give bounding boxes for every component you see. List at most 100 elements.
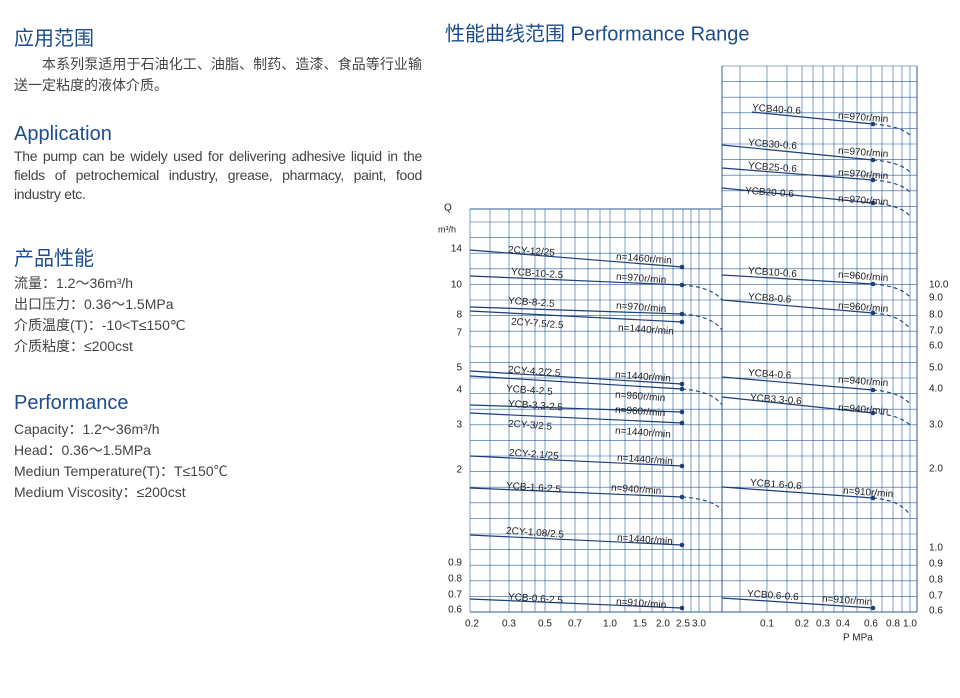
curve-label: YCB20-0.6 — [745, 186, 795, 200]
operating-point — [870, 121, 876, 127]
curve — [469, 249, 683, 268]
curve — [721, 376, 874, 391]
x-tick-label: 0.3 — [502, 619, 516, 630]
y-tick-label: 4 — [456, 385, 462, 396]
curve-speed: n=970r/min — [616, 301, 667, 315]
curve-speed: n=960r/min — [838, 301, 889, 315]
y-tick-label: 3.0 — [929, 420, 943, 431]
y-tick-label: 7 — [456, 328, 462, 339]
curve-extension — [872, 283, 911, 298]
curve — [469, 404, 683, 413]
curve — [469, 275, 683, 286]
x-tick-label: 0.2 — [795, 619, 809, 630]
curve-label: YCB-1.6-2.5 — [506, 481, 562, 496]
curve-speed: n=910r/min — [843, 486, 894, 500]
curve-speed: n=1440r/min — [618, 323, 675, 338]
curve-label: YCB4-0.6 — [748, 368, 792, 382]
curve — [721, 486, 874, 499]
curve — [469, 534, 683, 546]
y-tick-label: 6.0 — [929, 341, 943, 352]
curve-label: 2CY-2.1/25 — [509, 448, 560, 462]
curve-speed: n=960r/min — [615, 390, 666, 404]
operating-point — [679, 409, 685, 415]
list: 流量：1.2～36m³/h 出口压力：0.36～1.5MPa 介质温度(T)：-10… — [14, 273, 422, 357]
list-item: Mediun Temperature(T)：T≤150℃ — [14, 463, 228, 479]
curve-extension — [681, 284, 723, 301]
y-tick-label: 4.0 — [929, 384, 943, 395]
curve-label: 2CY-3/2.5 — [508, 419, 553, 433]
y-tick-label: 2 — [456, 465, 462, 476]
list-item: 出口压力：0.36～1.5MPa — [14, 296, 174, 312]
curve-speed: n=1440r/min — [617, 533, 674, 548]
operating-point — [870, 410, 876, 416]
x-tick-label: 1.5 — [633, 619, 647, 630]
axis-unit: m³/h — [438, 224, 456, 234]
curve-speed: n=1440r/min — [615, 370, 672, 385]
x-tick-label: 0.7 — [568, 619, 582, 630]
x-tick-label: 3.0 — [692, 619, 706, 630]
operating-point — [679, 381, 685, 387]
curve-speed: n=970r/min — [838, 168, 889, 182]
curve — [469, 487, 683, 498]
curve — [469, 375, 683, 390]
y-tick-label: 7.0 — [929, 326, 943, 337]
x-tick-label: 0.6 — [864, 619, 878, 630]
curve — [721, 144, 874, 161]
axis-label: P MPa — [843, 633, 873, 644]
y-tick-label: 0.9 — [448, 558, 462, 569]
list: Capacity：1.2～36m³/h Head：0.36～1.5MPa Mediu… — [14, 419, 422, 503]
list-item: 流量：1.2～36m³/h — [14, 275, 134, 291]
x-tick-label: 0.5 — [538, 619, 552, 630]
curve-speed: n=970r/min — [838, 146, 889, 160]
x-tick-label: 0.3 — [816, 619, 830, 630]
curve-label: YCB-10-2.5 — [511, 267, 564, 282]
curve — [469, 306, 683, 315]
curve-extension — [872, 202, 911, 217]
curve-speed: n=1440r/min — [617, 453, 674, 468]
curve — [721, 274, 874, 285]
curve-extension — [872, 497, 911, 516]
curve — [469, 310, 683, 323]
heading: Performance — [14, 392, 129, 414]
curve-speed: n=1460r/min — [616, 252, 673, 267]
curve-extension — [872, 389, 911, 405]
y-tick-label: 5 — [456, 363, 462, 374]
curve-speed: n=910r/min — [616, 597, 667, 611]
operating-point — [679, 605, 685, 611]
curve-speed: n=960r/min — [615, 405, 666, 419]
curve — [469, 412, 683, 424]
y-tick-label: 0.9 — [929, 559, 943, 570]
curve-label: YCB0.6-0.6 — [747, 589, 800, 604]
curve-speed: n=940r/min — [611, 483, 662, 497]
curve-extension — [872, 159, 911, 173]
curve-label: YCB30-0.6 — [748, 138, 798, 152]
curve-label: YCB-3.3-2.5 — [508, 399, 564, 414]
curve-label: YCB-0.6-2.5 — [508, 592, 564, 607]
y-tick-label: 9.0 — [929, 293, 943, 304]
curve-extension — [872, 123, 911, 136]
curve-label: 2CY-12/25 — [508, 245, 556, 259]
heading: 应用范围 — [14, 28, 94, 50]
y-tick-label: 8 — [456, 310, 462, 321]
curve-label: 2CY-4.2/2.5 — [508, 365, 562, 380]
curve-extension — [681, 313, 723, 331]
operating-point — [870, 281, 876, 287]
curve-label: YCB25-0.6 — [748, 161, 798, 175]
operating-point — [870, 387, 876, 393]
list-item: Medium Viscosity：≤200cst — [14, 484, 186, 500]
x-tick-label: 2.0 — [656, 619, 670, 630]
y-tick-label: 5.0 — [929, 363, 943, 374]
operating-point — [870, 177, 876, 183]
list-item: Head：0.36～1.5MPa — [14, 442, 151, 458]
curve-extension — [872, 179, 911, 193]
y-tick-label: 10.0 — [929, 280, 949, 291]
x-tick-label: 0.1 — [760, 619, 774, 630]
curve-speed: n=970r/min — [616, 272, 667, 286]
x-tick-label: 0.2 — [465, 619, 479, 630]
y-tick-label: 0.8 — [448, 574, 462, 585]
curve-speed: n=910r/min — [822, 594, 873, 608]
curve-speed: n=1440r/min — [615, 426, 672, 441]
operating-point — [870, 200, 876, 206]
heading: Application — [14, 123, 112, 145]
